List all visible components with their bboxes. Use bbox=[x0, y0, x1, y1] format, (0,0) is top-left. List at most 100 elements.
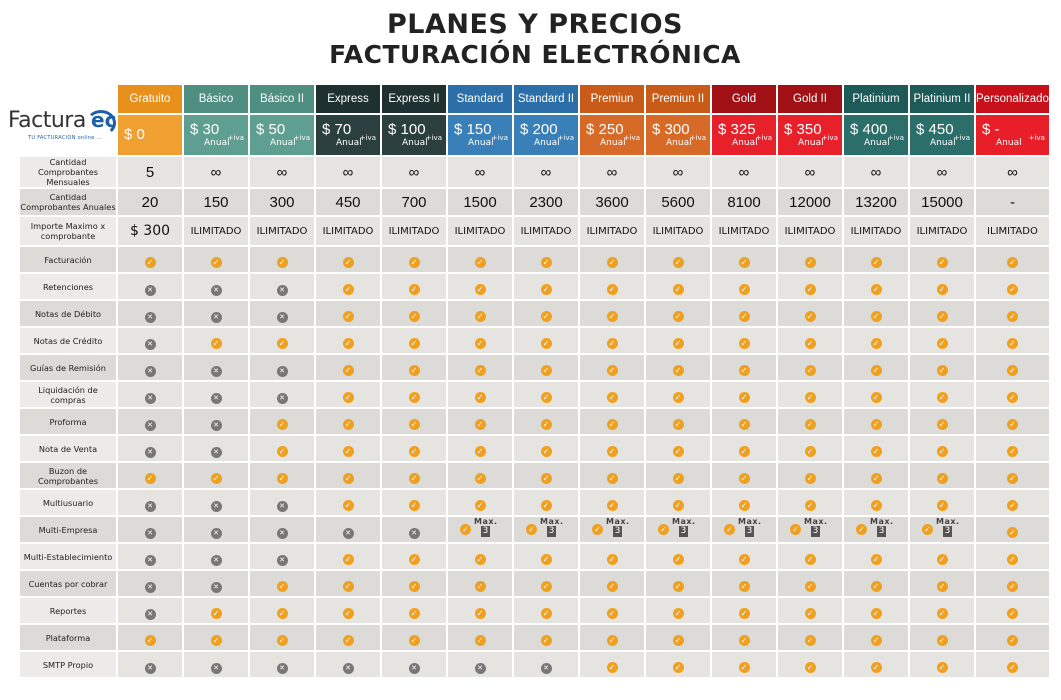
feature-cell: ✓ bbox=[910, 274, 974, 299]
cross-icon: ✕ bbox=[144, 312, 156, 323]
feature-cell: ✓ bbox=[844, 463, 908, 488]
feature-cell: ✕ bbox=[118, 382, 182, 407]
feature-cell: ✓ bbox=[910, 490, 974, 515]
feature-cell: ✓ bbox=[250, 571, 314, 596]
feature-label: Facturación bbox=[20, 247, 116, 272]
feature-cell: ✓ bbox=[844, 409, 908, 434]
feature-row: Buzon de Comprobantes ✓ ✓ ✓ ✓ ✓ ✓ ✓ ✓ ✓ ✓ ✓ ✓ ✓ ✓ bbox=[20, 463, 1049, 488]
row-label-anual: Cantidad Comprobantes Anuales bbox=[20, 189, 116, 215]
check-icon: ✓ bbox=[1006, 473, 1018, 484]
feature-cell: ✓ bbox=[778, 382, 842, 407]
check-icon: ✓ bbox=[276, 635, 288, 646]
feature-cell: ✓ bbox=[844, 274, 908, 299]
feature-cell: ✓ bbox=[976, 355, 1049, 380]
feature-cell: ✓ bbox=[910, 301, 974, 326]
check-icon: ✓ bbox=[474, 284, 486, 295]
price-iva: +iva bbox=[293, 134, 310, 142]
feature-cell: ✓ bbox=[316, 436, 380, 461]
pricing-table: Gratuito Básico Básico II Express Express II… bbox=[18, 83, 1051, 679]
check-icon: ✓ bbox=[210, 608, 222, 619]
feature-cell: ✓ bbox=[382, 544, 446, 569]
check-icon: ✓ bbox=[804, 608, 816, 619]
feature-cell: ✓ bbox=[580, 301, 644, 326]
check-icon: ✓ bbox=[672, 554, 684, 565]
check-icon: ✓ bbox=[526, 523, 537, 535]
cell-importe: ILIMITADO bbox=[514, 217, 578, 245]
feature-cell: ✓ bbox=[844, 355, 908, 380]
check-icon: ✓ bbox=[540, 500, 552, 511]
feature-cell: ✓ bbox=[448, 490, 512, 515]
check-icon: ✓ bbox=[540, 581, 552, 592]
check-icon: ✓ bbox=[804, 365, 816, 376]
feature-cell: ✓ bbox=[580, 328, 644, 353]
max-number: 3 bbox=[877, 525, 886, 537]
price-amount: $ 70 bbox=[322, 120, 352, 138]
cell-anual: 300 bbox=[250, 189, 314, 215]
check-icon: ✓ bbox=[342, 284, 354, 295]
cell-importe: ILIMITADO bbox=[316, 217, 380, 245]
feature-cell: ✓ bbox=[382, 598, 446, 623]
feature-cell: ✓ bbox=[316, 544, 380, 569]
cell-anual: 13200 bbox=[844, 189, 908, 215]
feature-cell: ✓ bbox=[448, 328, 512, 353]
plan-name-9: Gold bbox=[712, 85, 776, 113]
check-icon: ✓ bbox=[738, 635, 750, 646]
cross-icon: ✕ bbox=[210, 501, 222, 512]
feature-cell: ✓ bbox=[646, 490, 710, 515]
feature-cell: ✓ bbox=[184, 625, 248, 650]
check-icon: ✓ bbox=[144, 257, 156, 268]
plan-name-11: Platinium bbox=[844, 85, 908, 113]
check-icon: ✓ bbox=[922, 523, 933, 535]
cell-importe: ILIMITADO bbox=[712, 217, 776, 245]
feature-cell: ✓ Max. 3 bbox=[712, 517, 776, 542]
feature-cell: ✓ bbox=[316, 301, 380, 326]
price-period: Anual bbox=[666, 137, 692, 148]
check-icon: ✓ bbox=[408, 311, 420, 322]
check-icon: ✓ bbox=[408, 338, 420, 349]
check-icon: ✓ bbox=[870, 392, 882, 403]
feature-cell: ✓ bbox=[844, 328, 908, 353]
cross-icon: ✕ bbox=[144, 393, 156, 404]
check-icon: ✓ bbox=[460, 523, 471, 535]
plan-name-0: Gratuito bbox=[118, 85, 182, 113]
feature-cell: ✓ bbox=[910, 328, 974, 353]
cell-importe: ILIMITADO bbox=[646, 217, 710, 245]
cell-importe: $ 300 bbox=[118, 217, 182, 245]
max-label: Max. bbox=[672, 516, 696, 526]
cell-mensual: ∞ bbox=[316, 157, 380, 187]
check-icon: ✓ bbox=[408, 554, 420, 565]
cross-icon: ✕ bbox=[210, 528, 222, 539]
check-icon: ✓ bbox=[936, 365, 948, 376]
feature-cell: ✕ bbox=[118, 355, 182, 380]
feature-cell: ✕ bbox=[250, 355, 314, 380]
cross-icon: ✕ bbox=[408, 528, 420, 539]
cell-mensual: ∞ bbox=[778, 157, 842, 187]
check-icon: ✓ bbox=[672, 446, 684, 457]
check-icon: ✓ bbox=[672, 500, 684, 511]
plan-price-1: $ 30 Anual +iva bbox=[184, 115, 248, 155]
check-icon: ✓ bbox=[672, 338, 684, 349]
feature-label: Multiusuario bbox=[20, 490, 116, 515]
cell-mensual: ∞ bbox=[910, 157, 974, 187]
cell-anual: - bbox=[976, 189, 1049, 215]
feature-cell: ✓ bbox=[910, 463, 974, 488]
table-corner bbox=[20, 85, 116, 155]
check-icon: ✓ bbox=[1006, 284, 1018, 295]
cross-icon: ✕ bbox=[474, 663, 486, 674]
check-icon: ✓ bbox=[540, 419, 552, 430]
feature-cell: ✓ Max. 3 bbox=[448, 517, 512, 542]
cross-icon: ✕ bbox=[276, 663, 288, 674]
max-label: Max. bbox=[870, 516, 894, 526]
check-icon: ✓ bbox=[738, 365, 750, 376]
max-badge: ✓ Max. 3 bbox=[658, 516, 698, 537]
feature-row: Notas de Débito ✕ ✕ ✕ ✓ ✓ ✓ ✓ ✓ ✓ ✓ ✓ ✓ ✓ ✓ bbox=[20, 301, 1049, 326]
cross-icon: ✕ bbox=[144, 501, 156, 512]
price-period: Anual bbox=[336, 137, 362, 148]
feature-cell: ✓ bbox=[976, 490, 1049, 515]
feature-cell: ✓ bbox=[382, 436, 446, 461]
feature-row: Retenciones ✕ ✕ ✕ ✓ ✓ ✓ ✓ ✓ ✓ ✓ ✓ ✓ ✓ ✓ bbox=[20, 274, 1049, 299]
cell-mensual: ∞ bbox=[712, 157, 776, 187]
check-icon: ✓ bbox=[1006, 635, 1018, 646]
check-icon: ✓ bbox=[408, 608, 420, 619]
price-amount: $ 450 bbox=[916, 120, 954, 138]
